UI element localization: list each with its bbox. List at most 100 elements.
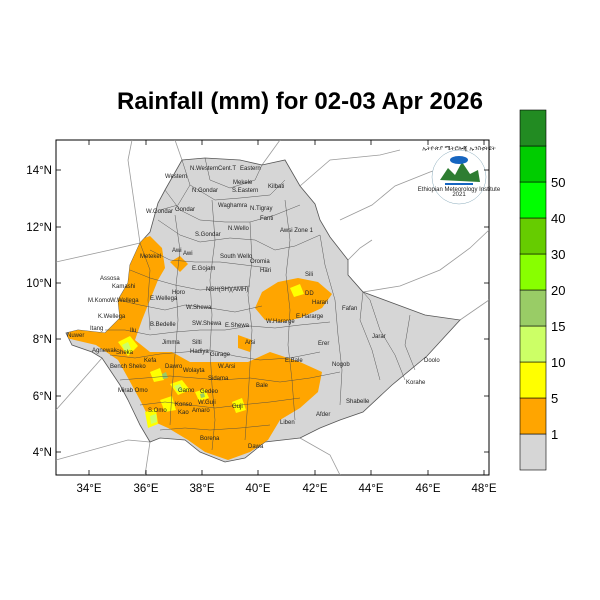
region-label: Nogob — [332, 362, 350, 368]
region-label: Korahe — [406, 380, 426, 386]
region-label: Awi — [183, 251, 193, 257]
region-label: Eastern — [240, 166, 261, 172]
region-label: E.Bale — [285, 358, 303, 364]
lat-tick-labels: 4°N 6°N 8°N 10°N 12°N 14°N — [26, 165, 52, 459]
region-label: M.Komo — [88, 298, 111, 304]
region-label: DD — [305, 291, 314, 297]
region-label: Western — [165, 174, 187, 180]
logo-arc-text: ኢትዮጵያ ሜትሮሎጂ ኢንስቲትዩት — [422, 146, 496, 152]
region-label: Gamo — [178, 388, 195, 394]
region-label: Kao — [178, 410, 189, 416]
colorbar-swatch — [519, 433, 547, 471]
region-label: Jimma — [162, 340, 180, 346]
region-label: Kilbati — [268, 184, 284, 190]
region-label: Dawro — [165, 364, 183, 370]
region-label: Horo — [172, 290, 186, 296]
region-label: Dawa — [248, 444, 264, 450]
region-label: Liben — [280, 420, 295, 426]
colorbar-label: 50 — [551, 175, 565, 190]
region-label: Agnewak — [92, 348, 118, 354]
region-label: Arsi — [245, 340, 255, 346]
colorbar-labels: 1 5 10 15 20 30 40 50 — [551, 175, 565, 442]
lat-label: 6°N — [33, 391, 52, 403]
colorbar-swatch — [519, 361, 547, 399]
region-label: S.Omo — [148, 408, 167, 414]
lat-label: 12°N — [26, 222, 52, 234]
region-label: E.Wellega — [150, 296, 178, 302]
colorbar-swatch — [519, 397, 547, 435]
region-label: Awsi Zone 1 — [280, 228, 314, 234]
region-label: N.Western — [190, 166, 218, 172]
colorbar — [519, 109, 547, 471]
region-label: Fanti — [260, 216, 273, 222]
lon-label: 38°E — [189, 483, 214, 495]
region-label: Amaro — [192, 408, 210, 414]
region-label: K.Wellega — [98, 314, 126, 320]
lon-label: 36°E — [133, 483, 158, 495]
region-label: S.Gondar — [195, 232, 221, 238]
lon-label: 46°E — [415, 483, 440, 495]
lat-label: 10°N — [26, 278, 52, 290]
region-label: Sili — [305, 272, 313, 278]
region-label: Gedeo — [200, 389, 219, 395]
colorbar-swatch — [519, 109, 547, 147]
region-label: Harari — [312, 300, 328, 306]
colorbar-label: 20 — [551, 283, 565, 298]
lon-label: 34°E — [76, 483, 101, 495]
region-label: Kefa — [144, 358, 157, 364]
region-label: Awi — [172, 248, 182, 254]
lat-label: 4°N — [33, 447, 52, 459]
region-label: Waghamra — [218, 203, 248, 209]
map-title: Rainfall (mm) for 02-03 Apr 2026 — [117, 88, 483, 115]
region-label: South Wello — [220, 254, 253, 260]
region-label: W.Wellega — [110, 298, 139, 304]
region-label: Itang — [90, 326, 103, 332]
region-label: N.Tigray — [250, 206, 272, 212]
region-label: NSH(SH)(AMH) — [206, 287, 248, 293]
region-label: Assosa — [100, 276, 120, 282]
region-label: Afder — [316, 412, 330, 418]
region-label: Gondar — [175, 207, 195, 213]
lon-label: 44°E — [358, 483, 383, 495]
region-label: Gurage — [210, 352, 231, 358]
region-label: W.Guji — [198, 400, 216, 406]
colorbar-label: 40 — [551, 211, 565, 226]
logo-name: Ethiopian Meteorology Institute — [418, 187, 501, 193]
colorbar-swatch — [519, 325, 547, 363]
region-label: N.Gondar — [192, 188, 218, 194]
colorbar-label: 10 — [551, 355, 565, 370]
rainfall-patches — [66, 236, 332, 460]
lon-label: 42°E — [302, 483, 327, 495]
logo-year: 2021 — [452, 192, 466, 198]
region-label: Fafan — [342, 306, 357, 312]
region-label: Konso — [175, 402, 193, 408]
region-label: E.Gojam — [192, 266, 215, 272]
region-label: Hadiya — [190, 349, 209, 355]
region-label: W.Shewa — [186, 305, 212, 311]
colorbar-swatch — [519, 181, 547, 219]
region-label: Doolo — [424, 358, 440, 364]
region-label: Mirab Omo — [118, 388, 148, 394]
admin-boundaries — [105, 157, 416, 451]
region-label: Kamashi — [112, 284, 135, 290]
region-labels: N.Western Cent.T Eastern Western Mekele … — [67, 166, 440, 450]
axis-ticks — [56, 140, 489, 475]
colorbar-swatch — [519, 253, 547, 291]
region-label: SW.Shewa — [192, 321, 222, 327]
region-label: Guji — [232, 404, 243, 410]
colorbar-swatch — [519, 217, 547, 255]
region-label: Erer — [318, 341, 329, 347]
region-label: Oromia — [250, 259, 270, 265]
region-label: Wolayta — [183, 368, 205, 374]
region-label: N.Wello — [228, 226, 250, 232]
region-label: B.Bedelle — [150, 322, 176, 328]
colorbar-swatch — [519, 145, 547, 183]
lat-label: 14°N — [26, 165, 52, 177]
region-label: Bale — [256, 383, 269, 389]
region-label: Shabelle — [346, 399, 370, 405]
institute-logo: ኢትዮጵያ ሜትሮሎጂ ኢንስቲትዩት Ethiopian Meteorolog… — [418, 146, 501, 205]
region-label: Metekel — [140, 254, 161, 260]
region-label: Bench Sheko — [110, 364, 146, 370]
region-label: W.Arsi — [218, 364, 235, 370]
